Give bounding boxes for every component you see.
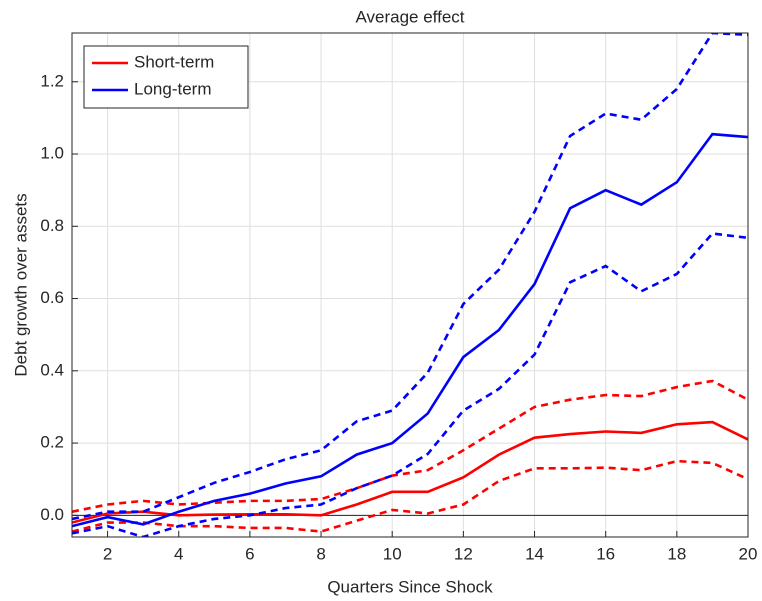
x-tick-label: 12: [454, 544, 473, 563]
y-tick-label: 0.0: [40, 505, 64, 524]
legend-box: [83, 45, 249, 109]
y-axis-label: Debt growth over assets: [11, 193, 30, 376]
y-tick-label: 0.2: [40, 433, 64, 452]
band-line: [72, 232, 748, 537]
axes-box: [71, 32, 749, 538]
band-line: [72, 379, 748, 513]
chart-title: Average effect: [355, 7, 464, 26]
y-tick-label: 1.2: [40, 71, 64, 90]
y-tick-label: 0.8: [40, 216, 64, 235]
x-tick-label: 20: [739, 544, 758, 563]
y-tick-label: 0.6: [40, 288, 64, 307]
x-tick-label: 14: [525, 544, 544, 563]
y-tick-label: 1.0: [40, 144, 64, 163]
x-tick-label: 6: [245, 544, 254, 563]
band-line: [72, 33, 748, 521]
x-tick-label: 16: [596, 544, 615, 563]
x-tick-label: 8: [316, 544, 325, 563]
series-line: [72, 132, 748, 528]
x-tick-label: 18: [667, 544, 686, 563]
band-line: [72, 459, 748, 533]
series-line: [72, 420, 748, 524]
legend-label: Short-term: [134, 52, 214, 71]
legend-label: Long-term: [134, 79, 211, 98]
x-tick-label: 2: [103, 544, 112, 563]
y-tick-label: 0.4: [40, 360, 64, 379]
x-axis-label: Quarters Since Shock: [327, 577, 493, 596]
x-tick-label: 10: [383, 544, 402, 563]
x-tick-label: 4: [174, 544, 183, 563]
